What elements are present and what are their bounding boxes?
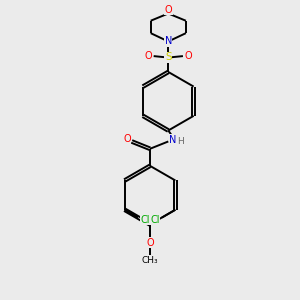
- Text: O: O: [145, 51, 152, 61]
- Text: N: N: [165, 37, 172, 46]
- Text: Cl: Cl: [140, 215, 150, 225]
- Text: S: S: [165, 52, 172, 62]
- Text: O: O: [184, 51, 192, 61]
- Text: O: O: [164, 5, 172, 15]
- Text: H: H: [178, 137, 184, 146]
- Text: O: O: [146, 238, 154, 248]
- Text: O: O: [123, 134, 130, 144]
- Text: CH₃: CH₃: [142, 256, 158, 266]
- Text: N: N: [169, 134, 176, 145]
- Text: Cl: Cl: [150, 215, 160, 225]
